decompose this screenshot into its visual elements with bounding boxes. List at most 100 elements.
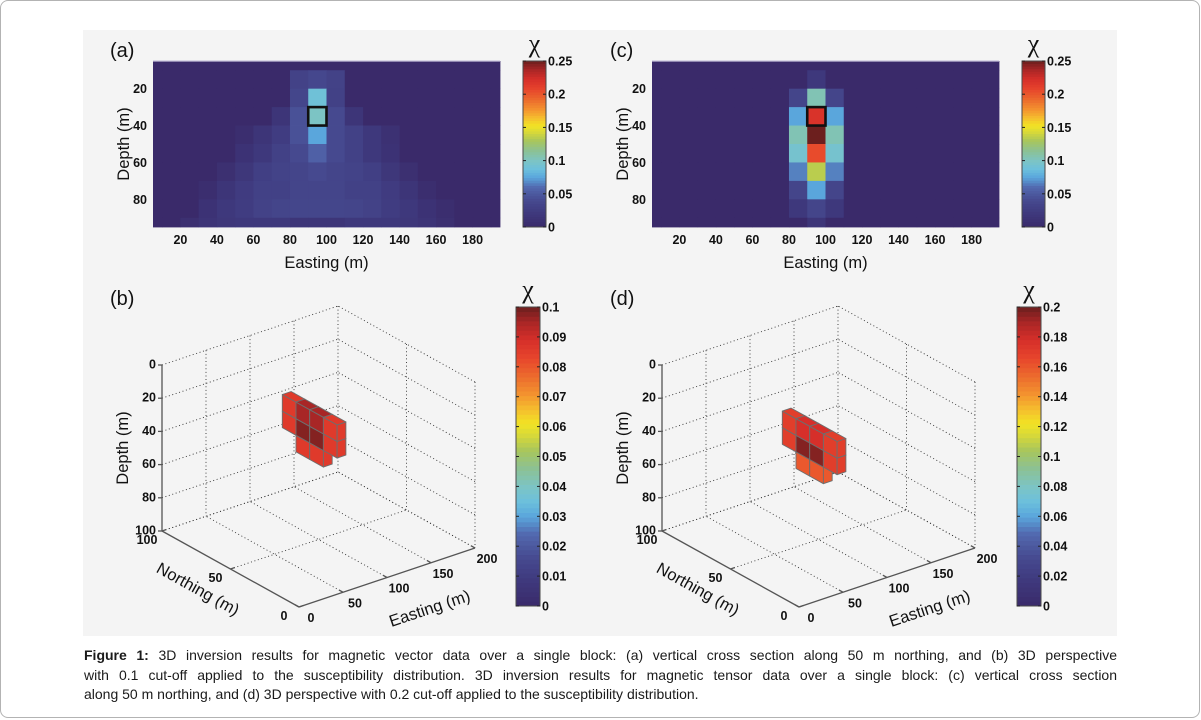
heatmap-cell bbox=[417, 70, 437, 90]
heatmap-cell bbox=[770, 162, 790, 182]
colorbar-band bbox=[516, 330, 540, 336]
heatmap-cell bbox=[843, 199, 863, 219]
heatmap-cell bbox=[216, 217, 236, 228]
heatmap-cell bbox=[308, 70, 327, 90]
colorbar-band bbox=[1017, 456, 1041, 462]
colorbar-band bbox=[523, 151, 546, 155]
grid-line bbox=[837, 338, 976, 416]
colorbar-tick-label: 0.14 bbox=[1043, 390, 1067, 404]
heatmap-cell bbox=[472, 217, 492, 228]
heatmap-cell bbox=[880, 61, 899, 71]
heatmap-cell bbox=[843, 88, 863, 108]
heatmap-cell bbox=[381, 144, 400, 163]
colorbar-band bbox=[1017, 405, 1041, 411]
northing-tick-label: 100 bbox=[637, 533, 658, 547]
colorbar-tick-label: 0.03 bbox=[542, 510, 566, 524]
colorbar-band bbox=[516, 465, 540, 471]
heatmap-cell bbox=[399, 162, 419, 182]
heatmap-cell bbox=[253, 88, 273, 108]
heatmap-cell bbox=[734, 70, 753, 90]
heatmap-cell bbox=[363, 107, 382, 126]
heatmap-cell bbox=[825, 61, 845, 71]
heatmap-cell bbox=[916, 125, 936, 145]
heatmap-cell bbox=[417, 199, 437, 219]
colorbar-band bbox=[523, 167, 546, 171]
heatmap-cell bbox=[825, 70, 845, 90]
colorbar-tick-label: 0.05 bbox=[548, 187, 572, 201]
grid-line bbox=[337, 305, 476, 383]
colorbar-tick-label: 0.1 bbox=[548, 154, 565, 168]
colorbar-band bbox=[1017, 363, 1041, 369]
heatmap-cell bbox=[679, 88, 699, 108]
colorbar-band bbox=[1017, 409, 1041, 415]
heatmap-cell bbox=[862, 61, 881, 71]
colorbar-band bbox=[1017, 470, 1041, 476]
colorbar-band bbox=[1022, 94, 1045, 98]
heatmap-cell bbox=[436, 217, 455, 228]
colorbar-band bbox=[516, 479, 540, 485]
colorbar-band bbox=[516, 531, 540, 537]
heatmap-cell bbox=[490, 125, 501, 145]
northing-tick bbox=[798, 604, 804, 608]
heatmap-cell bbox=[216, 70, 236, 90]
heatmap-cell bbox=[417, 125, 437, 145]
colorbar-band bbox=[516, 423, 540, 429]
heatmap-cell bbox=[935, 144, 954, 163]
colorbar-band bbox=[523, 146, 546, 150]
colorbar-band bbox=[516, 577, 540, 584]
heatmap-cell bbox=[454, 107, 474, 126]
colorbar-band bbox=[1017, 447, 1041, 453]
colorbar-band bbox=[1017, 414, 1041, 420]
colorbar-band bbox=[1017, 545, 1041, 551]
heatmap-cell bbox=[898, 144, 918, 163]
heatmap-cell bbox=[399, 217, 419, 228]
heatmap-cell bbox=[935, 70, 954, 90]
heatmap-cell bbox=[971, 217, 991, 228]
colorbar-tick-label: 0.25 bbox=[1047, 55, 1071, 69]
y-tick-label: 80 bbox=[133, 193, 147, 207]
colorbar-band bbox=[523, 73, 546, 77]
heatmap-cell bbox=[490, 199, 501, 219]
colorbar-band bbox=[1017, 339, 1041, 345]
x-axis-label: Easting (m) bbox=[284, 254, 368, 272]
heatmap-cell bbox=[490, 180, 501, 200]
easting-tick-label: 200 bbox=[977, 552, 998, 566]
heatmap-cell bbox=[436, 199, 455, 219]
heatmap-cell bbox=[253, 162, 273, 182]
colorbar-band bbox=[1022, 190, 1045, 194]
heatmap-cell bbox=[308, 217, 327, 228]
colorbar-band bbox=[523, 221, 546, 225]
colorbar-band bbox=[1022, 68, 1045, 72]
heatmap-cell bbox=[216, 125, 236, 145]
colorbar-band bbox=[1022, 193, 1045, 197]
colorbar-band bbox=[523, 133, 546, 137]
colorbar: 0 0.02 0.04 0.06 0.08 0.1 0.12 0.14 0.16 0.18 0.2 χ bbox=[1016, 275, 1067, 614]
colorbar-band bbox=[516, 409, 540, 415]
heatmap-cell bbox=[417, 61, 437, 71]
heatmap-cell bbox=[697, 199, 717, 219]
heatmap-cell bbox=[454, 88, 474, 108]
heatmap-cell bbox=[734, 144, 753, 163]
heatmap-cell bbox=[898, 162, 918, 182]
heatmap-cell bbox=[661, 199, 680, 219]
heatmap-cell bbox=[807, 125, 826, 145]
colorbar-band bbox=[1017, 559, 1041, 565]
colorbar-band bbox=[523, 110, 546, 114]
heatmap-cell bbox=[971, 125, 991, 145]
y-tick-label: 40 bbox=[632, 119, 646, 133]
heatmap-cell bbox=[880, 180, 899, 200]
heatmap-cell bbox=[344, 125, 364, 145]
colorbar-band bbox=[516, 498, 540, 504]
grid-line bbox=[837, 471, 976, 549]
heatmap-cell bbox=[326, 61, 346, 71]
heatmap-cell bbox=[180, 88, 200, 108]
heatmap-cell bbox=[326, 180, 346, 200]
colorbar-band bbox=[516, 358, 540, 364]
heatmap-cell bbox=[697, 107, 717, 126]
heatmap-cell bbox=[898, 61, 918, 71]
colorbar-band bbox=[1017, 400, 1041, 406]
heatmap-cell bbox=[308, 107, 327, 126]
colorbar-band bbox=[1022, 123, 1045, 127]
colorbar-band bbox=[523, 177, 546, 181]
heatmap-cell bbox=[715, 125, 735, 145]
